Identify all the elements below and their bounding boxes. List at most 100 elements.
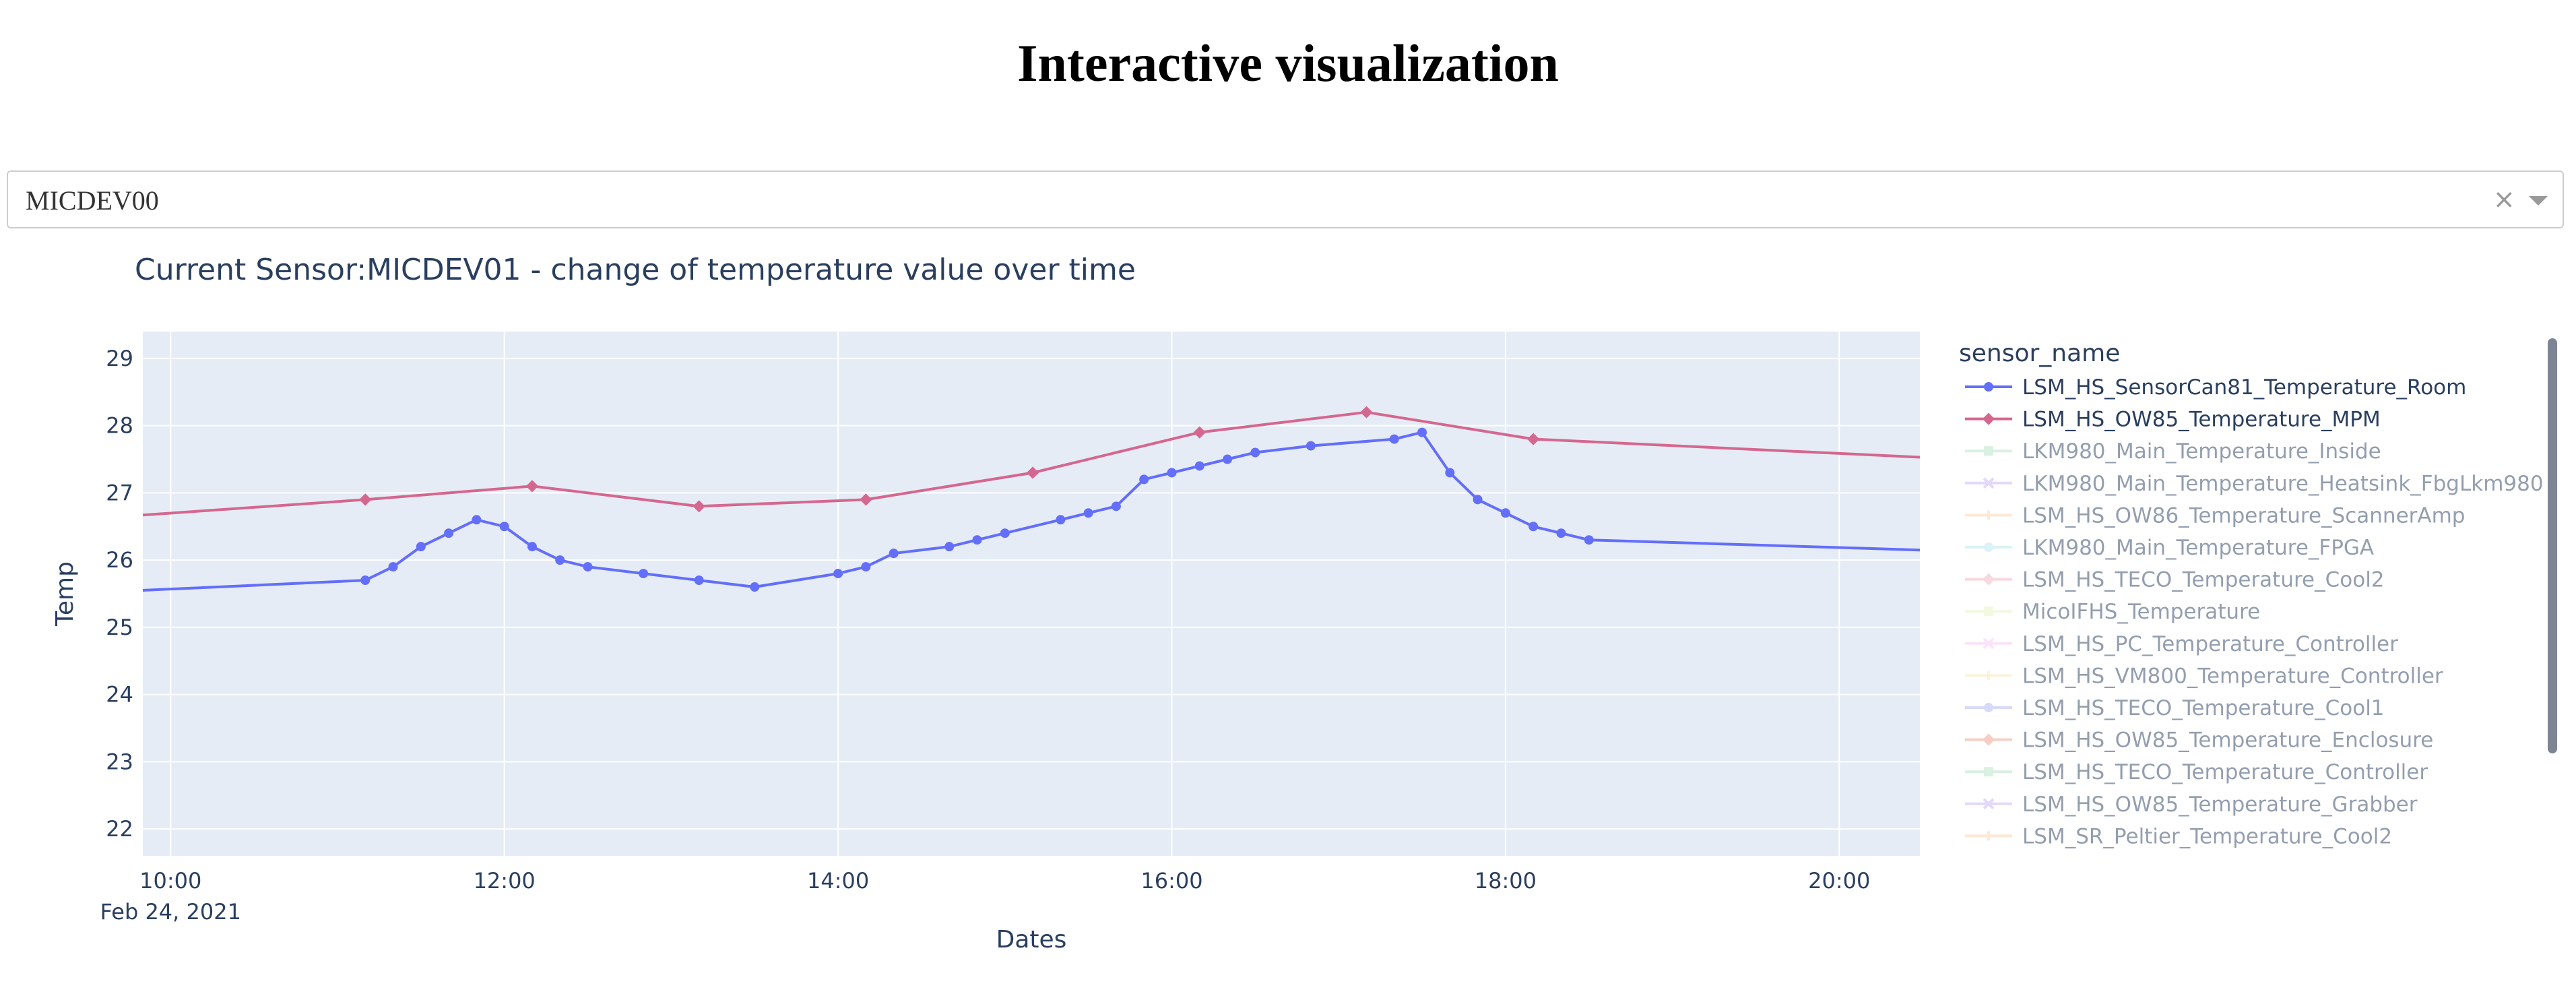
x-axis-title: Dates <box>996 926 1067 954</box>
x-tick-label: 20:00 <box>1808 868 1870 894</box>
legend-label: LSM_SR_Peltier_Temperature_Cool2 <box>2022 824 2392 848</box>
legend-label: LSM_HS_OW85_Temperature_MPM <box>2022 408 2381 432</box>
legend-label: LSM_HS_TECO_Temperature_Controller <box>2022 760 2428 784</box>
legend-item-lsm-hs-sensorcan81-temperature-room[interactable]: LSM_HS_SensorCan81_Temperature_Room <box>1965 375 2466 400</box>
data-point <box>889 549 899 559</box>
caret-down-icon[interactable] <box>2529 196 2548 206</box>
data-point <box>583 562 593 572</box>
legend-item-lkm980-main-temperature-fpga[interactable]: LKM980_Main_Temperature_FPGA <box>1965 536 2374 560</box>
legend-item-lkm980-main-temperature-inside[interactable]: LKM980_Main_Temperature_Inside <box>1965 439 2381 464</box>
legend-swatch-marker <box>1984 767 1993 777</box>
legend-swatch-marker <box>1984 671 1993 681</box>
sensor-dropdown[interactable]: MICDEV00 × <box>7 170 2564 228</box>
y-tick-label: 28 <box>106 413 133 439</box>
temperature-chart[interactable]: Current Sensor:MICDEV01 - change of temp… <box>0 243 2576 991</box>
legend-swatch-marker <box>1983 477 1995 489</box>
data-point <box>1500 508 1510 518</box>
legend-swatch-marker <box>1982 412 1995 425</box>
legend-item-lsm-hs-ow85-temperature-mpm[interactable]: LSM_HS_OW85_Temperature_MPM <box>1965 408 2381 432</box>
data-point <box>1556 528 1566 538</box>
legend-item-lsm-hs-teco-temperature-cool1[interactable]: LSM_HS_TECO_Temperature_Cool1 <box>1965 696 2385 720</box>
legend-swatch-marker <box>1984 446 1993 456</box>
legend-item-lsm-hs-ow85-temperature-grabber[interactable]: LSM_HS_OW85_Temperature_Grabber <box>1965 792 2418 817</box>
chart-title: Current Sensor:MICDEV01 - change of temp… <box>135 253 1136 287</box>
data-point <box>1306 441 1316 451</box>
data-point <box>1083 508 1093 518</box>
legend-item-lsm-hs-ow86-temperature-scanneramp[interactable]: LSM_HS_OW86_Temperature_ScannerAmp <box>1965 503 2465 528</box>
legend-item-lsm-hs-teco-temperature-cool2[interactable]: LSM_HS_TECO_Temperature_Cool2 <box>1965 568 2385 592</box>
legend[interactable]: LSM_HS_SensorCan81_Temperature_Room LSM_H… <box>1965 375 2544 848</box>
legend-label: LSM_HS_TECO_Temperature_Cool2 <box>2022 568 2385 592</box>
data-point <box>1389 434 1399 444</box>
x-tick-sublabel: Feb 24, 2021 <box>100 899 241 925</box>
x-tick-label: 18:00 <box>1475 868 1537 894</box>
legend-label: LSM_HS_OW86_Temperature_ScannerAmp <box>2022 503 2465 528</box>
series-lsm-hs-sensorcan81-temperature-room <box>142 427 1921 592</box>
data-point <box>499 522 509 532</box>
data-point <box>1193 426 1206 439</box>
data-point <box>1527 433 1540 445</box>
data-point <box>1417 427 1427 437</box>
data-point <box>416 542 426 552</box>
y-tick-label: 27 <box>106 480 133 505</box>
y-axis-title: Temp <box>51 561 79 627</box>
x-tick-label: 16:00 <box>1140 868 1202 894</box>
data-point <box>1584 535 1594 545</box>
y-tick-label: 22 <box>106 816 133 842</box>
plot-area[interactable] <box>143 332 1920 856</box>
legend-item-lsm-hs-ow85-temperature-enclosure[interactable]: LSM_HS_OW85_Temperature_Enclosure <box>1965 728 2433 753</box>
data-point <box>860 493 872 506</box>
data-point <box>1111 501 1121 511</box>
y-tick-label: 23 <box>106 749 133 774</box>
data-point <box>1194 461 1204 471</box>
legend-swatch-marker <box>1983 798 1995 810</box>
legend-item-lsm-hs-pc-temperature-controller[interactable]: LSM_HS_PC_Temperature_Controller <box>1965 632 2398 656</box>
dropdown-selected-value[interactable]: MICDEV00 <box>26 185 159 216</box>
data-point <box>1167 468 1177 478</box>
x-tick-label: 12:00 <box>474 868 536 894</box>
data-point <box>1026 466 1039 479</box>
legend-label: LSM_HS_VM800_Temperature_Controller <box>2022 664 2443 688</box>
series-line <box>142 410 1921 517</box>
data-point <box>693 500 705 513</box>
data-point <box>750 582 760 592</box>
close-icon[interactable]: × <box>2492 184 2515 215</box>
legend-item-lsm-hs-teco-temperature-controller[interactable]: LSM_HS_TECO_Temperature_Controller <box>1965 760 2428 784</box>
legend-swatch-marker <box>1984 703 1993 712</box>
legend-swatch-marker <box>1984 542 1993 552</box>
legend-swatch-marker <box>1984 831 1993 841</box>
legend-swatch-marker <box>1983 637 1995 650</box>
legend-label: LSM_HS_TECO_Temperature_Cool1 <box>2022 696 2385 720</box>
legend-item-lkm980-main-temperature-heatsink-fbglkm980[interactable]: LKM980_Main_Temperature_Heatsink_FbgLkm9… <box>1965 472 2544 496</box>
data-point <box>525 480 539 493</box>
x-tick-label: 10:00 <box>139 868 201 894</box>
data-point <box>1528 522 1539 532</box>
legend-item-lsm-sr-peltier-temperature-cool2[interactable]: LSM_SR_Peltier_Temperature_Cool2 <box>1965 824 2392 848</box>
legend-swatch-marker <box>1982 733 1995 746</box>
legend-label: LKM980_Main_Temperature_Inside <box>2022 439 2381 464</box>
page-title: Interactive visualization <box>1017 34 1559 92</box>
legend-label: LKM980_Main_Temperature_Heatsink_FbgLkm9… <box>2022 472 2544 496</box>
data-point <box>360 575 371 586</box>
data-point <box>1360 406 1373 418</box>
data-point <box>555 555 565 565</box>
data-point <box>944 542 955 552</box>
y-tick-label: 24 <box>106 682 133 708</box>
legend-label: LSM_HS_SensorCan81_Temperature_Room <box>2022 375 2466 400</box>
y-axis-ticks: 22 23 24 25 26 27 28 29 <box>106 346 133 842</box>
legend-label: LSM_HS_PC_Temperature_Controller <box>2022 632 2398 656</box>
data-point <box>1223 454 1233 464</box>
data-point <box>1000 528 1010 538</box>
legend-label: LSM_HS_OW85_Temperature_Grabber <box>2022 792 2418 817</box>
legend-item-micoifhs-temperature[interactable]: MicoIFHS_Temperature <box>1965 600 2260 624</box>
data-point <box>1139 474 1149 485</box>
series-lsm-hs-ow85-temperature-mpm <box>142 406 1921 517</box>
legend-item-lsm-hs-vm800-temperature-controller[interactable]: LSM_HS_VM800_Temperature_Controller <box>1965 664 2443 688</box>
data-point <box>972 535 982 545</box>
data-point <box>1473 495 1483 505</box>
x-tick-label: 14:00 <box>807 868 869 894</box>
legend-label: MicoIFHS_Temperature <box>2022 600 2260 624</box>
y-tick-label: 26 <box>106 547 133 573</box>
legend-swatch-marker <box>1984 510 1993 520</box>
legend-scrollbar[interactable] <box>2548 338 2557 753</box>
